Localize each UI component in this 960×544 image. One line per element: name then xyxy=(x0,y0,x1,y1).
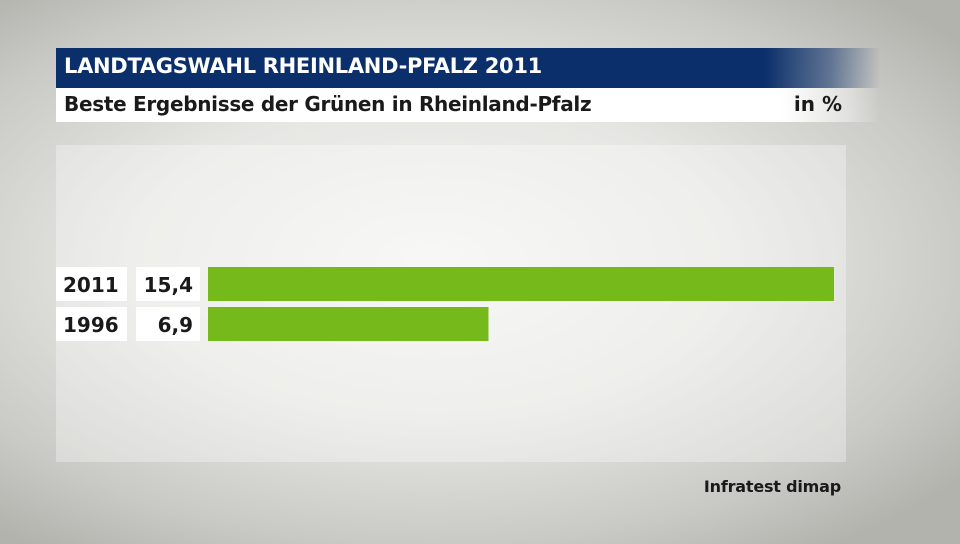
subtitle-bar: Beste Ergebnisse der Grünen in Rheinland… xyxy=(56,88,880,122)
category-label-box xyxy=(56,267,127,301)
bar xyxy=(208,307,489,341)
title-bar: LANDTAGSWAHL RHEINLAND-PFALZ 2011 xyxy=(56,48,880,88)
value-label-box xyxy=(136,267,200,301)
bar xyxy=(208,267,834,301)
value-label-box xyxy=(136,307,200,341)
value-label: 6,9 xyxy=(158,313,193,337)
unit-label: in % xyxy=(793,92,842,116)
chart-title: LANDTAGSWAHL RHEINLAND-PFALZ 2011 xyxy=(64,54,542,78)
source-label: Infratest dimap xyxy=(703,477,841,496)
value-label: 15,4 xyxy=(144,273,193,297)
category-label-box xyxy=(56,307,127,341)
plot-area xyxy=(56,145,846,462)
category-label: 2011 xyxy=(63,273,119,297)
category-label: 1996 xyxy=(63,313,119,337)
chart-subtitle: Beste Ergebnisse der Grünen in Rheinland… xyxy=(64,92,592,116)
